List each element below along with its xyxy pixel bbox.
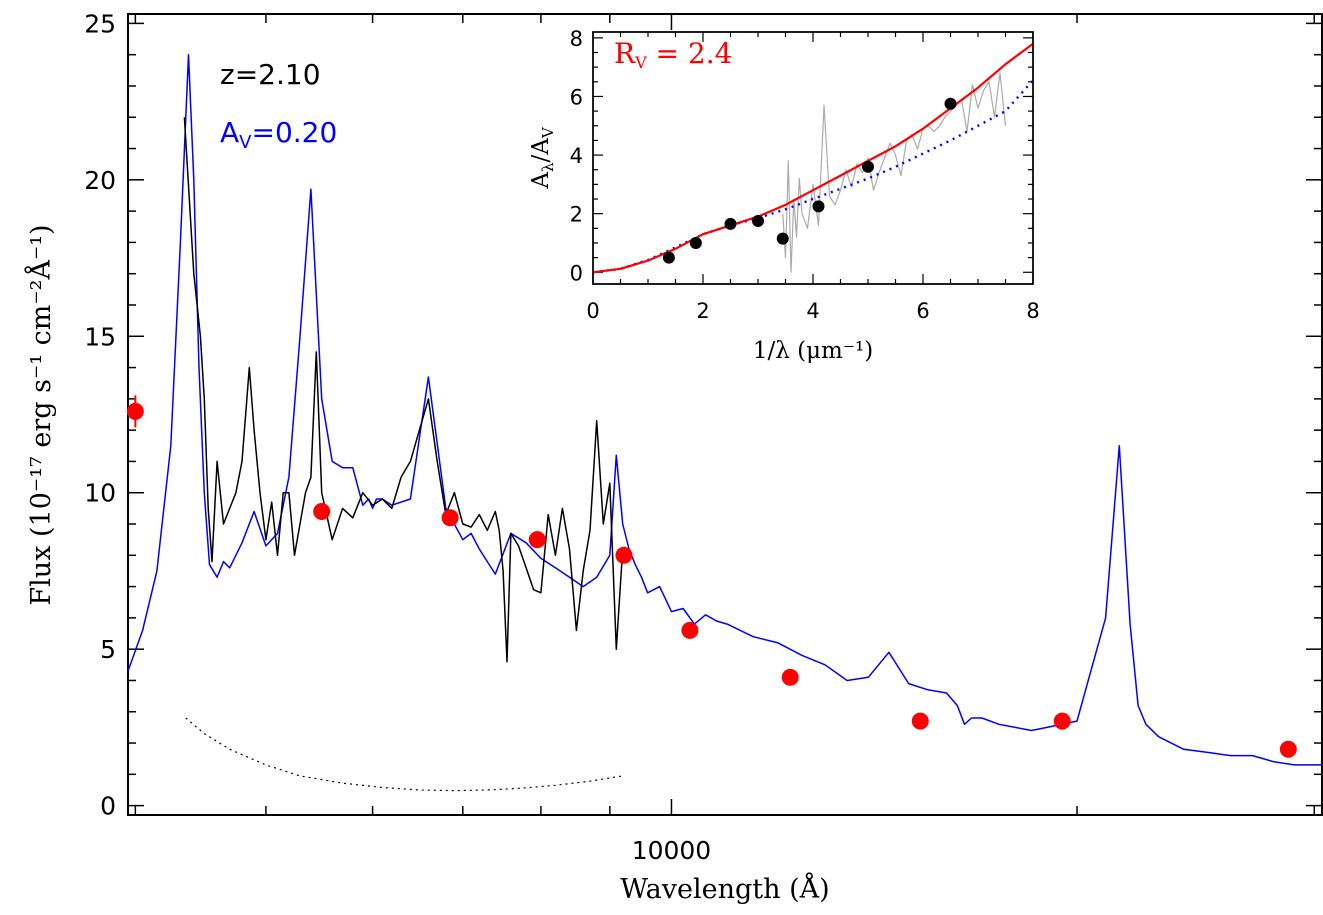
main-axis-ticks <box>128 14 1322 815</box>
photometry-point <box>528 531 546 549</box>
inset-rv-annotation: RV = 2.4 <box>614 37 732 72</box>
photometry-point <box>441 509 459 527</box>
inset-tick-labels: 0 2 4 6 8 0 2 4 6 8 <box>570 27 1040 323</box>
inset-x-axis-title: 1/λ (μm⁻¹) <box>753 338 873 364</box>
inset-data-point <box>944 97 957 110</box>
photometry-point <box>681 621 699 639</box>
inset-data-point <box>662 251 675 264</box>
inset-plot-frame <box>592 31 1034 285</box>
inset-data-point <box>862 160 874 173</box>
photometry-point <box>911 712 929 730</box>
y-tick-label: 5 <box>100 635 116 664</box>
y-tick-label: 25 <box>84 9 116 38</box>
inset-y-axis-title: Aλ/AV <box>528 126 557 190</box>
inset-y-tick-label: 8 <box>570 27 583 51</box>
inset-y-tick-label: 6 <box>570 85 583 109</box>
inset-data-point <box>812 200 825 213</box>
inset-points-group <box>662 97 957 264</box>
photometry-point <box>1053 712 1071 730</box>
photometry-point <box>313 502 331 520</box>
main-series-line-2 <box>185 717 623 792</box>
inset-series-line-2 <box>782 72 1007 273</box>
photometry-point <box>1279 740 1297 758</box>
inset-data-point <box>724 217 737 230</box>
x-tick-label: 10000 <box>632 836 712 865</box>
inset-data-point <box>752 215 764 227</box>
photometry-point <box>781 668 799 686</box>
photometry-point <box>615 546 633 564</box>
y-tick-label: 15 <box>84 322 116 351</box>
inset-series-line-1 <box>592 79 1034 274</box>
redshift-annotation: z=2.10 <box>220 58 321 91</box>
extinction-annotation: AV=0.20 <box>220 116 337 153</box>
y-tick-label: 20 <box>84 166 116 195</box>
y-axis-title: Flux (10⁻¹⁷ erg s⁻¹ cm⁻²Å⁻¹) <box>24 224 57 605</box>
main-points-group <box>126 395 1297 758</box>
photometry-point <box>126 402 144 420</box>
main-series-line-1 <box>183 117 624 663</box>
x-axis-title: Wavelength (Å) <box>620 872 829 905</box>
main-series-group <box>127 53 1322 792</box>
y-tick-label: 10 <box>84 479 116 508</box>
inset-y-tick-label: 0 <box>570 261 583 285</box>
inset-x-tick-label: 6 <box>916 299 929 323</box>
inset-y-tick-label: 2 <box>570 203 583 227</box>
inset-y-tick-label: 4 <box>570 144 583 168</box>
inset-x-tick-label: 8 <box>1026 299 1039 323</box>
inset-x-tick-label: 4 <box>806 299 819 323</box>
inset-data-point <box>689 236 702 249</box>
inset-plot-frame-top <box>592 31 1034 285</box>
y-tick-label: 0 <box>100 792 116 821</box>
inset-x-tick-label: 0 <box>586 299 599 323</box>
inset-data-point <box>776 232 789 245</box>
inset-x-tick-label: 2 <box>696 299 709 323</box>
main-series-line-0 <box>127 53 1322 766</box>
